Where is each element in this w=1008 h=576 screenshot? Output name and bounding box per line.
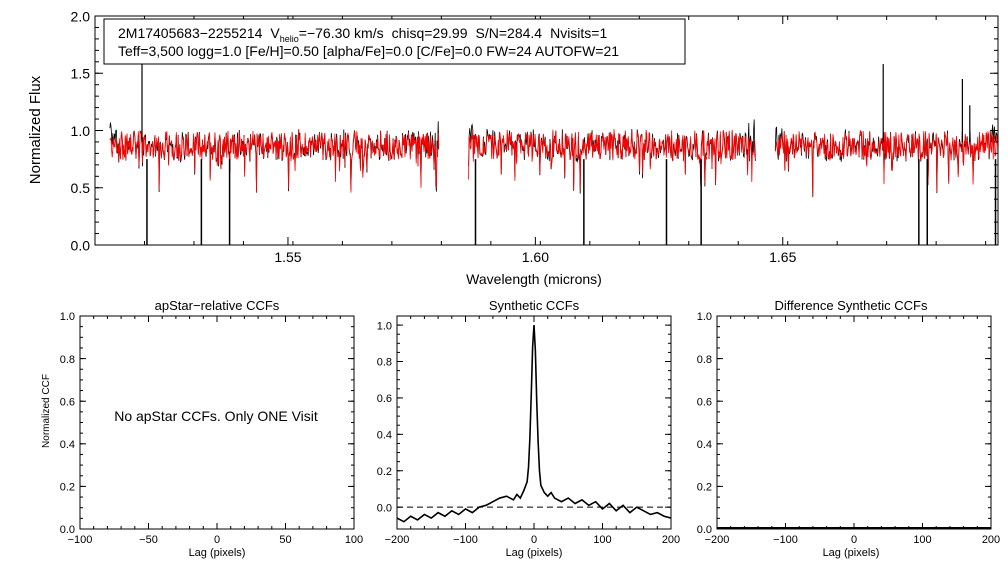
annotation-vhelio-value: =−76.30 km/s xyxy=(299,25,384,41)
y-tick-label: 0.0 xyxy=(697,524,712,536)
y-tick-label: 0.4 xyxy=(697,439,712,451)
annotation-line-1: 2M17405683−2255214 Vhelio=−76.30 km/s chis… xyxy=(118,25,607,44)
x-tick-label: −100 xyxy=(68,534,93,546)
y-tick-label: 0.2 xyxy=(697,482,712,494)
x-tick-label: 1.65 xyxy=(769,249,796,265)
x-tick-label: 50 xyxy=(279,534,291,546)
x-tick-label: 200 xyxy=(662,534,680,546)
apstar-title: apStar−relative CCFs xyxy=(155,298,280,313)
y-tick-label: 0.6 xyxy=(60,396,75,408)
y-tick-label: 0.4 xyxy=(60,439,75,451)
x-tick-label: −100 xyxy=(773,534,798,546)
annotation-snr: S/N=284.4 xyxy=(476,25,543,41)
y-tick-label: 0.0 xyxy=(377,502,392,514)
y-tick-label: 0.6 xyxy=(377,393,392,405)
synthetic-ticks: −200 −100 0 100 200 0.0 0.2 0.4 0.6 0.8 1.0 xyxy=(377,315,680,546)
synthetic-flux-chip-2 xyxy=(468,129,756,191)
apstar-xlabel: Lag (pixels) xyxy=(189,547,246,559)
y-tick-label: 1.0 xyxy=(71,123,91,139)
x-tick-label: 1.55 xyxy=(274,249,301,265)
difference-xlabel: Lag (pixels) xyxy=(823,547,880,559)
x-tick-label: 0 xyxy=(214,534,220,546)
spectrum-xlabel: Wavelength (microns) xyxy=(466,271,602,287)
x-tick-label: 100 xyxy=(593,534,611,546)
y-tick-label: 0.8 xyxy=(377,357,392,369)
x-tick-label: 1.60 xyxy=(522,249,549,265)
x-tick-label: −100 xyxy=(453,534,478,546)
y-tick-label: 1.5 xyxy=(71,66,91,82)
synthetic-xlabel: Lag (pixels) xyxy=(506,547,563,559)
y-tick-label: 0.2 xyxy=(60,482,75,494)
difference-panel: Difference Synthetic CCFs −200 −100 0 100 20… xyxy=(697,298,1000,559)
difference-ticks: −200 −100 0 100 200 0.0 0.2 0.4 0.6 0.8 1.0 xyxy=(697,311,1000,546)
y-tick-label: 0.4 xyxy=(377,430,392,442)
y-tick-label: 0.5 xyxy=(71,180,91,196)
synthetic-flux-chip-3 xyxy=(774,130,999,198)
x-tick-label: 0 xyxy=(531,534,537,546)
apstar-ticks: −100 −50 0 50 100 0.0 0.2 0.4 0.6 0.8 1.0 xyxy=(60,311,363,546)
spectrum-traces xyxy=(109,18,999,245)
y-tick-label: 0.0 xyxy=(71,237,91,253)
apstar-ylabel: Normalized CCF xyxy=(41,374,52,448)
x-tick-label: −200 xyxy=(385,534,410,546)
synthetic-flux-chip-1 xyxy=(109,129,440,193)
y-tick-label: 1.0 xyxy=(60,311,75,323)
annotation-star-id: 2M17405683−2255214 xyxy=(118,25,263,41)
apstar-message: No apStar CCFs. Only ONE Visit xyxy=(114,408,318,424)
y-tick-label: 0.0 xyxy=(60,524,75,536)
y-tick-label: 0.6 xyxy=(697,396,712,408)
y-tick-label: 1.0 xyxy=(377,320,392,332)
annotation-vhelio-label: V xyxy=(270,25,280,41)
x-tick-label: −200 xyxy=(705,534,730,546)
apstar-panel: apStar−relative CCFs −100 −50 0 50 100 0.0 0.2… xyxy=(41,298,363,559)
spectrum-panel: 1.55 1.60 1.65 0.0 0.5 1.0 1.5 2.0 Normalized F… xyxy=(27,8,999,287)
spectrum-annotation-box: 2M17405683−2255214 Vhelio=−76.30 km/s chis… xyxy=(103,18,686,65)
x-tick-label: 100 xyxy=(345,534,363,546)
annotation-line-2: Teff=3,500 logg=1.0 [Fe/H]=0.50 [alpha/F… xyxy=(118,43,619,59)
spectrum-ylabel: Normalized Flux xyxy=(27,75,44,184)
x-tick-label: 100 xyxy=(913,534,931,546)
y-tick-label: 0.8 xyxy=(697,354,712,366)
synthetic-ccf-line xyxy=(396,325,672,523)
y-tick-label: 2.0 xyxy=(71,8,91,24)
synthetic-panel: Synthetic CCFs −200 −100 0 100 200 0.0 0.2 0.4 0… xyxy=(377,298,680,559)
x-tick-label: 200 xyxy=(982,534,1000,546)
annotation-frame xyxy=(103,18,686,65)
y-tick-label: 0.8 xyxy=(60,354,75,366)
y-tick-label: 1.0 xyxy=(697,311,712,323)
y-tick-label: 0.2 xyxy=(377,466,392,478)
x-tick-label: −50 xyxy=(139,534,158,546)
difference-title: Difference Synthetic CCFs xyxy=(775,298,928,313)
synthetic-title: Synthetic CCFs xyxy=(489,298,580,313)
annotation-nvisits: Nvisits=1 xyxy=(550,25,607,41)
x-tick-label: 0 xyxy=(851,534,857,546)
synthetic-traces xyxy=(396,325,672,523)
annotation-chisq: chisq=29.99 xyxy=(392,25,468,41)
annotation-vhelio-sub: helio xyxy=(280,34,299,44)
